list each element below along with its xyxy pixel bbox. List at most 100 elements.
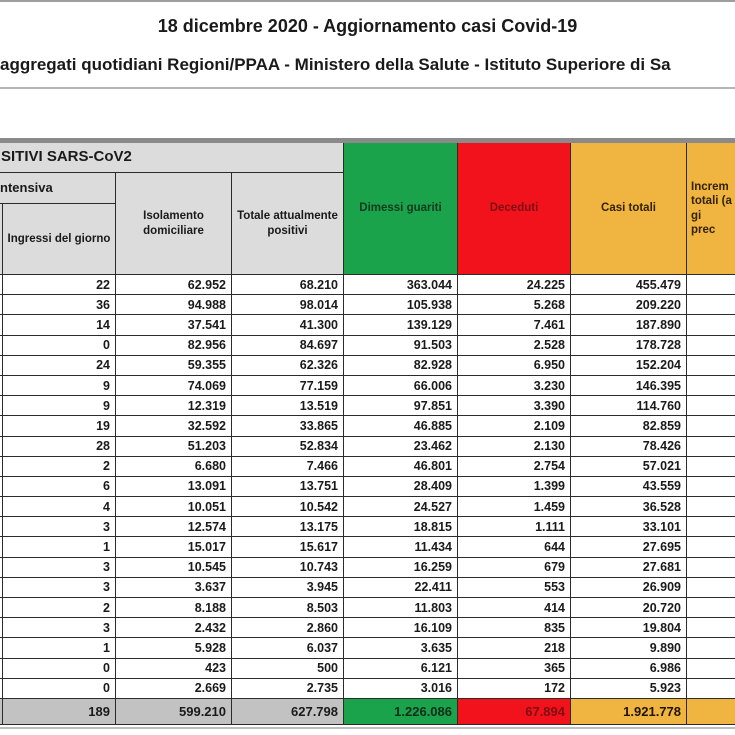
- isolamento-domiciliare-header: Isolamento domiciliare: [116, 173, 232, 275]
- data-cell: 11.434: [344, 537, 458, 558]
- data-cell: 62.952: [116, 275, 232, 296]
- data-cell: 2.109: [458, 416, 571, 437]
- terapia-intensiva-group-header: ntensiva: [0, 173, 116, 204]
- data-cell: 8.188: [116, 598, 232, 619]
- data-cell: 77.159: [232, 375, 344, 397]
- data-cell: 15.617: [232, 537, 344, 558]
- terapia-intensiva-sliver-cell: [0, 476, 3, 498]
- data-cell: 209.220: [571, 295, 687, 316]
- incremento-data-cell: [687, 577, 735, 598]
- incremento-data-cell: [687, 476, 735, 498]
- terapia-intensiva-sliver-cell: [0, 638, 3, 659]
- data-cell: 19.804: [571, 618, 687, 639]
- data-cell: 62.326: [232, 355, 344, 376]
- incremento-data-cell: [687, 517, 735, 538]
- data-cell: 2.735: [232, 678, 344, 699]
- data-cell: 26.909: [571, 577, 687, 598]
- deceduti-header: Deceduti: [458, 143, 571, 275]
- data-cell: 13.175: [232, 517, 344, 538]
- data-cell: 22: [3, 275, 116, 296]
- terapia-intensiva-sliver-cell: [0, 618, 3, 639]
- incremento-header-line: gi: [691, 209, 702, 222]
- data-cell: 16.109: [344, 618, 458, 639]
- data-cell: 33.865: [232, 416, 344, 437]
- data-cell: 3: [3, 577, 116, 598]
- data-cell: 500: [232, 658, 344, 679]
- data-cell: 24: [3, 355, 116, 376]
- data-cell: 74.069: [116, 375, 232, 397]
- data-cell: 9.890: [571, 638, 687, 659]
- page-title: 18 dicembre 2020 - Aggiornamento casi Co…: [157, 16, 578, 36]
- data-cell: 0: [3, 678, 116, 699]
- terapia-intensiva-sliver-cell: [0, 295, 3, 316]
- data-cell: 36: [3, 295, 116, 316]
- terapia-intensiva-sliver-header: [0, 204, 3, 275]
- data-cell: 114.760: [571, 396, 687, 417]
- incremento-data-cell: [687, 658, 735, 679]
- data-cell: 3.945: [232, 577, 344, 598]
- data-cell: 3: [3, 517, 116, 538]
- data-cell: 835: [458, 618, 571, 639]
- terapia-intensiva-sliver-cell: [0, 396, 3, 417]
- positivi-group-header: SITIVI SARS-CoV2: [0, 143, 344, 173]
- data-cell: 5.268: [458, 295, 571, 316]
- data-cell: 6.037: [232, 638, 344, 659]
- data-cell: 6.680: [116, 456, 232, 477]
- data-cell: 20.720: [571, 598, 687, 619]
- data-cell: 22.411: [344, 577, 458, 598]
- data-cell: 19: [3, 416, 116, 437]
- incremento-data-cell: [687, 598, 735, 619]
- data-cell: 27.681: [571, 557, 687, 578]
- data-cell: 1.399: [458, 476, 571, 498]
- data-cell: 3: [3, 557, 116, 578]
- terapia-intensiva-sliver-cell: [0, 355, 3, 376]
- incremento-data-cell: [687, 315, 735, 336]
- terapia-intensiva-sliver-cell: [0, 598, 3, 619]
- terapia-intensiva-sliver-cell: [0, 315, 3, 336]
- incremento-header-line: totali (a: [691, 195, 732, 208]
- data-cell: 68.210: [232, 275, 344, 296]
- data-cell: 3.230: [458, 375, 571, 397]
- total-ingressi-cell: 189: [3, 698, 116, 725]
- data-cell: 28.409: [344, 476, 458, 498]
- incremento-data-cell: [687, 497, 735, 518]
- data-cell: 3.390: [458, 396, 571, 417]
- data-cell: 2: [3, 598, 116, 619]
- incremento-data-cell: [687, 416, 735, 437]
- incremento-data-cell: [687, 295, 735, 316]
- data-cell: 0: [3, 658, 116, 679]
- terapia-intensiva-sliver-cell: [0, 375, 3, 397]
- data-cell: 1.459: [458, 497, 571, 518]
- data-cell: 10.545: [116, 557, 232, 578]
- data-cell: 6.950: [458, 355, 571, 376]
- data-cell: 6.121: [344, 658, 458, 679]
- page-subtitle: aggregati quotidiani Regioni/PPAA - Mini…: [0, 55, 671, 74]
- table-bottom-shadow: [0, 727, 735, 729]
- terapia-intensiva-sliver-cell: [0, 456, 3, 477]
- total-incremento-cell: [687, 698, 735, 725]
- data-cell: 365: [458, 658, 571, 679]
- dimessi-guariti-header: Dimessi guariti: [344, 143, 458, 275]
- total-deceduti-cell: 67.894: [458, 698, 571, 725]
- terapia-intensiva-sliver-cell: [0, 436, 3, 457]
- data-cell: 0: [3, 335, 116, 356]
- data-cell: 3: [3, 618, 116, 639]
- incremento-data-cell: [687, 335, 735, 356]
- terapia-intensiva-sliver-cell: [0, 537, 3, 558]
- data-cell: 2.669: [116, 678, 232, 699]
- data-cell: 5.923: [571, 678, 687, 699]
- data-cell: 82.859: [571, 416, 687, 437]
- data-cell: 3.637: [116, 577, 232, 598]
- data-cell: 1.111: [458, 517, 571, 538]
- data-cell: 57.021: [571, 456, 687, 477]
- data-cell: 2.528: [458, 335, 571, 356]
- terapia-intensiva-sliver-cell: [0, 678, 3, 699]
- total-isolamento-cell: 599.210: [116, 698, 232, 725]
- data-cell: 41.300: [232, 315, 344, 336]
- data-cell: 172: [458, 678, 571, 699]
- data-cell: 52.834: [232, 436, 344, 457]
- data-cell: 178.728: [571, 335, 687, 356]
- data-cell: 24.225: [458, 275, 571, 296]
- incremento-data-cell: [687, 275, 735, 296]
- data-cell: 78.426: [571, 436, 687, 457]
